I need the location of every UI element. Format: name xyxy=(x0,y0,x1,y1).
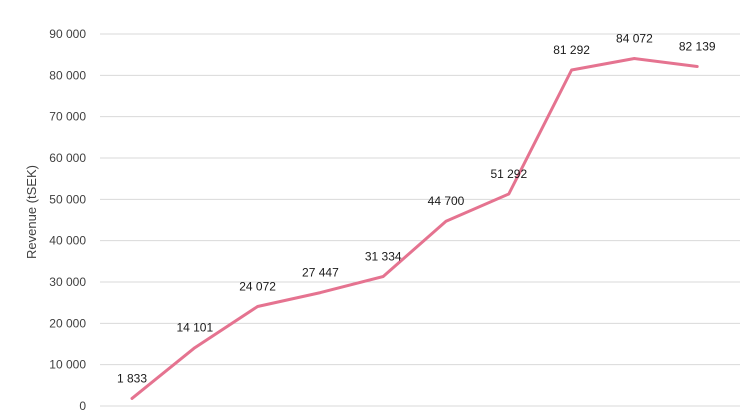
y-tick-label: 80 000 xyxy=(49,68,86,82)
data-label: 51 292 xyxy=(490,167,527,181)
data-label: 84 072 xyxy=(616,32,653,46)
data-label: 24 072 xyxy=(239,280,276,294)
y-tick-label: 40 000 xyxy=(49,234,86,248)
y-tick-label: 90 000 xyxy=(49,27,86,41)
data-label: 27 447 xyxy=(302,266,339,280)
data-label: 31 334 xyxy=(365,249,402,263)
y-axis-tick-labels: 0 10 000 20 000 30 000 40 000 50 000 60 000 70 … xyxy=(49,27,86,413)
y-tick-label: 0 xyxy=(79,399,86,413)
y-tick-label: 30 000 xyxy=(49,275,86,289)
gridlines xyxy=(100,33,740,407)
data-label: 14 101 xyxy=(176,321,213,335)
series-line-group xyxy=(130,57,699,400)
data-label: 81 292 xyxy=(553,43,590,57)
y-tick-label: 20 000 xyxy=(49,316,86,330)
revenue-series-line xyxy=(130,57,699,400)
data-label: 44 700 xyxy=(428,194,465,208)
y-tick-label: 50 000 xyxy=(49,192,86,206)
y-tick-label: 10 000 xyxy=(49,358,86,372)
y-tick-label: 70 000 xyxy=(49,110,86,124)
y-tick-label: 60 000 xyxy=(49,151,86,165)
data-labels: 1 833 14 101 24 072 27 447 31 334 44 700 51 29… xyxy=(117,32,716,386)
data-label: 82 139 xyxy=(679,39,716,53)
data-label: 1 833 xyxy=(117,371,147,385)
y-axis-title: Revenue (tSEK) xyxy=(24,165,39,259)
